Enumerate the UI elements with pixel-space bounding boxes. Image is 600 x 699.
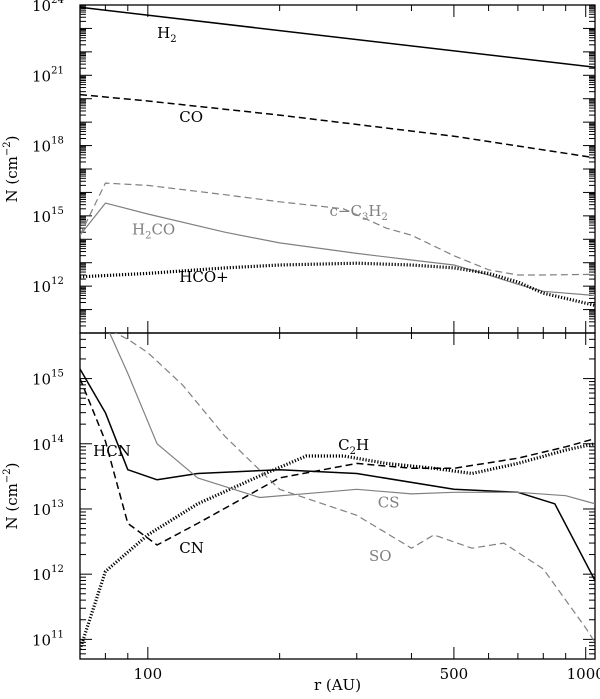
- series-label: H2CO: [132, 221, 175, 242]
- plot-frame: [79, 332, 596, 660]
- y-tick-label: 1015: [32, 369, 64, 389]
- series-label: HCN: [93, 442, 131, 460]
- series-group: [80, 6, 595, 307]
- series-line-co: [80, 93, 595, 159]
- y-tick-label: 1013: [32, 499, 64, 519]
- series-label: SO: [369, 547, 392, 565]
- series-label: HCO+: [179, 268, 228, 286]
- y-tick-label: 1024: [32, 0, 64, 15]
- series-line-hco+: [80, 261, 595, 307]
- y-tick-label: 1012: [32, 276, 64, 296]
- series-line-h2: [80, 6, 595, 69]
- y-tick-label: 1015: [32, 206, 64, 226]
- y-axis-title: N (cm−2): [2, 136, 21, 203]
- series-line-cc3h: [80, 182, 595, 276]
- series-group: [80, 333, 595, 650]
- series-label: CS: [378, 494, 400, 512]
- panel-bottom: 1011 1012 1013 1014 1015 100 500 1000 r (AU) N (c…: [2, 332, 600, 694]
- y-tick-label: 1011: [32, 629, 64, 649]
- series-line-c2h: [80, 442, 595, 650]
- series-label: c−C3H2: [330, 202, 388, 223]
- series-label: CO: [179, 108, 203, 126]
- y-tick-label: 1014: [32, 434, 64, 454]
- series-label: H2: [157, 24, 176, 45]
- series-line-hcn: [80, 368, 595, 581]
- y-tick-label: 1021: [32, 65, 64, 85]
- x-tick-label: 100: [134, 665, 163, 683]
- series-line-so: [114, 333, 595, 643]
- y-tick-label: 1018: [32, 136, 64, 156]
- series-line-h2co: [80, 202, 595, 297]
- x-tick-label: 500: [440, 665, 469, 683]
- series-line-cn: [80, 378, 595, 546]
- series-label: CN: [179, 539, 204, 557]
- x-axis-title: r (AU): [314, 676, 361, 694]
- x-tick-label: 1000: [567, 665, 600, 683]
- y-axis-title: N (cm−2): [2, 463, 21, 530]
- series-label: C2H: [338, 436, 369, 457]
- y-tick-label: 1012: [32, 564, 64, 584]
- series-line-cs: [109, 333, 595, 505]
